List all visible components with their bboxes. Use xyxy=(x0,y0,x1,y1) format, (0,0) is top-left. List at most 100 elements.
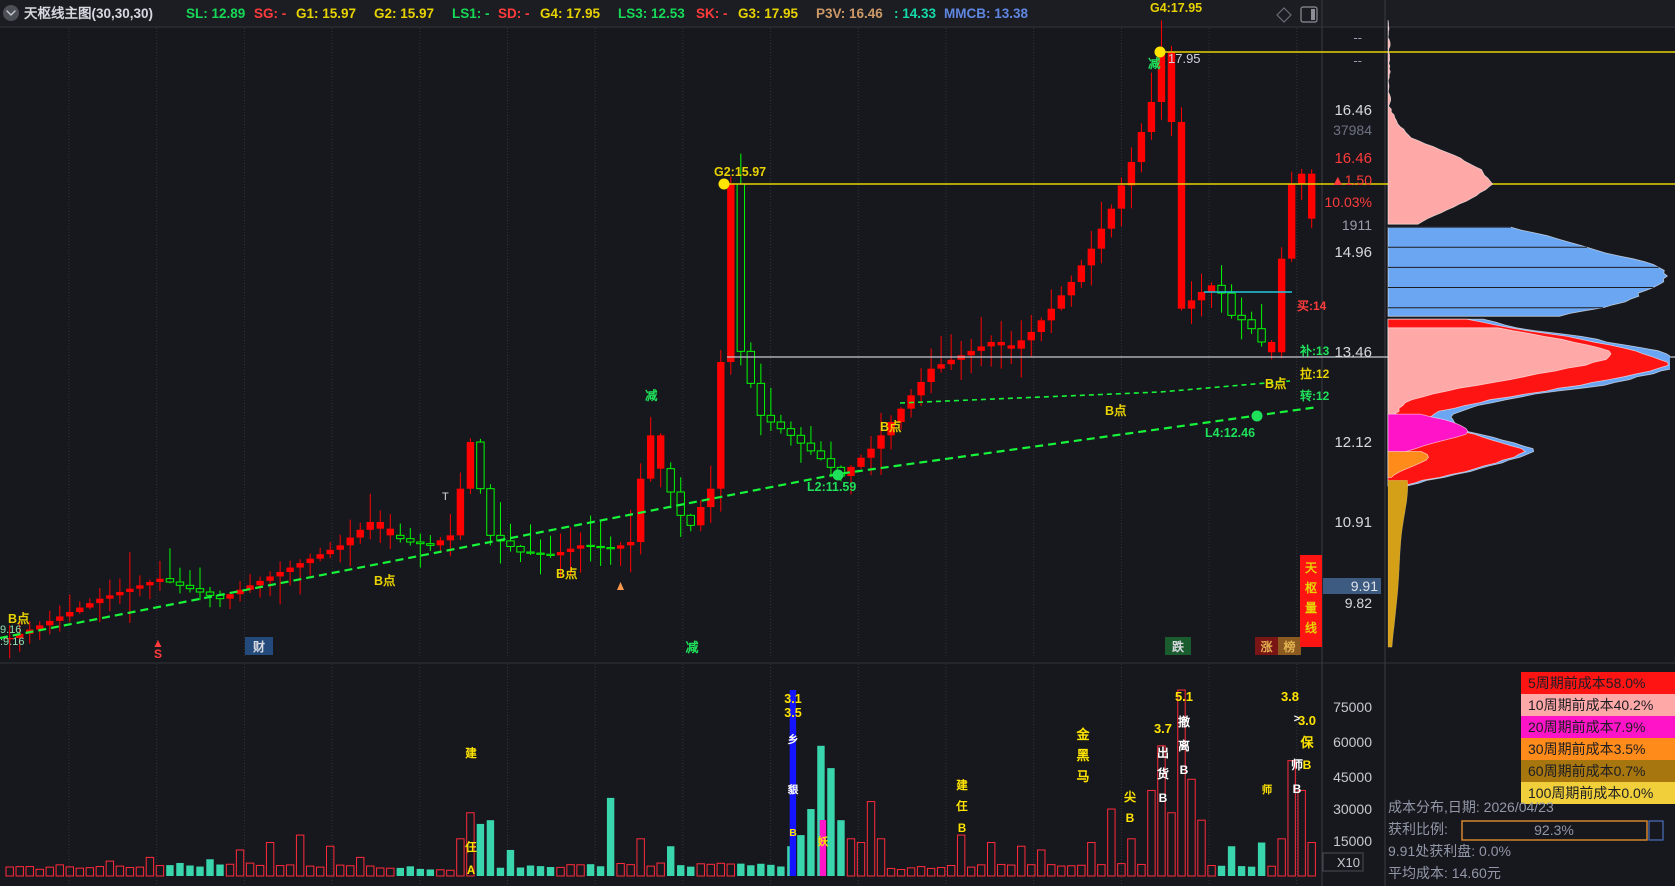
svg-text:45000: 45000 xyxy=(1333,769,1372,785)
svg-text:10.03%: 10.03% xyxy=(1325,194,1372,210)
svg-text:买:14: 买:14 xyxy=(1297,299,1327,313)
svg-text:16.46: 16.46 xyxy=(1334,102,1372,119)
svg-text:马: 马 xyxy=(1076,769,1089,784)
svg-text:SD: -: SD: - xyxy=(498,6,530,21)
svg-text:减: 减 xyxy=(645,388,658,403)
svg-text:保: 保 xyxy=(1299,735,1314,750)
svg-text:金: 金 xyxy=(1075,727,1090,742)
svg-text:16.46: 16.46 xyxy=(1334,150,1372,167)
svg-text:LS1: -: LS1: - xyxy=(452,6,490,21)
svg-text:财: 财 xyxy=(252,639,265,654)
svg-text:建: 建 xyxy=(465,746,477,760)
svg-text:S: S xyxy=(154,647,162,661)
svg-text:跌: 跌 xyxy=(1172,639,1185,654)
svg-text:B: B xyxy=(1303,758,1312,772)
svg-text:涨: 涨 xyxy=(1260,639,1272,654)
svg-text:天: 天 xyxy=(1305,561,1318,575)
svg-text:乡: 乡 xyxy=(788,733,799,746)
svg-text:减: 减 xyxy=(685,640,698,655)
svg-text:10周期前成本40.2%: 10周期前成本40.2% xyxy=(1528,697,1653,713)
svg-text:9.91处获利盘: 0.0%: 9.91处获利盘: 0.0% xyxy=(1388,843,1511,859)
svg-text:20周期前成本7.9%: 20周期前成本7.9% xyxy=(1528,719,1645,735)
svg-text:A: A xyxy=(467,865,475,877)
svg-text:9.91: 9.91 xyxy=(1351,578,1378,594)
svg-text:1911: 1911 xyxy=(1342,217,1372,233)
svg-text:B点: B点 xyxy=(1105,403,1127,418)
svg-text:B: B xyxy=(1293,782,1302,796)
svg-text:12.12: 12.12 xyxy=(1334,434,1372,451)
svg-text:B点: B点 xyxy=(880,419,902,434)
svg-text:G4: 17.95: G4: 17.95 xyxy=(540,6,601,21)
svg-text:30000: 30000 xyxy=(1333,801,1372,817)
svg-text:3.1: 3.1 xyxy=(784,692,801,706)
svg-text:5周期前成本58.0%: 5周期前成本58.0% xyxy=(1528,675,1645,691)
svg-text:60000: 60000 xyxy=(1333,734,1372,750)
svg-text:线: 线 xyxy=(1305,620,1317,635)
svg-text:SL: 12.89: SL: 12.89 xyxy=(186,6,245,21)
svg-text:17.95: 17.95 xyxy=(1168,51,1201,66)
svg-text:37984: 37984 xyxy=(1333,122,1372,138)
svg-text:5.1: 5.1 xyxy=(1175,689,1193,704)
svg-text:师: 师 xyxy=(1262,783,1273,796)
svg-text:B点: B点 xyxy=(556,566,578,581)
svg-text:B点: B点 xyxy=(374,573,396,588)
svg-text:减: 减 xyxy=(1148,56,1161,71)
svg-text:榜: 榜 xyxy=(1283,639,1295,654)
svg-text:师: 师 xyxy=(1291,757,1303,772)
svg-text:G4:17.95: G4:17.95 xyxy=(1150,1,1202,15)
svg-text:92.3%: 92.3% xyxy=(1534,822,1574,838)
svg-text:建: 建 xyxy=(956,778,968,792)
svg-text:B: B xyxy=(789,827,797,839)
svg-text:T: T xyxy=(442,491,449,503)
svg-text:成本分布,日期: 2026/04/23: 成本分布,日期: 2026/04/23 xyxy=(1388,799,1554,815)
svg-text:黑: 黑 xyxy=(1076,748,1089,763)
svg-text:转:12: 转:12 xyxy=(1300,388,1330,403)
svg-text:B: B xyxy=(1180,763,1189,777)
svg-text:3.8: 3.8 xyxy=(1281,689,1299,704)
svg-text:3.0: 3.0 xyxy=(1298,713,1316,728)
svg-text:平均成本: 14.60元: 平均成本: 14.60元 xyxy=(1388,865,1501,881)
svg-text:13.46: 13.46 xyxy=(1334,344,1372,361)
svg-text:获利比例:: 获利比例: xyxy=(1388,821,1448,837)
svg-text:B: B xyxy=(1126,811,1135,825)
svg-text:3.7: 3.7 xyxy=(1154,721,1172,736)
svg-text:出: 出 xyxy=(1157,745,1169,760)
svg-text:SK: -: SK: - xyxy=(696,6,728,21)
svg-text:G1: 15.97: G1: 15.97 xyxy=(296,6,356,21)
svg-text:75000: 75000 xyxy=(1333,699,1372,715)
svg-text:撤: 撤 xyxy=(1178,714,1190,729)
svg-text:G2:15.97: G2:15.97 xyxy=(714,165,766,179)
svg-text:9.16: 9.16 xyxy=(0,624,21,636)
svg-text:SG: -: SG: - xyxy=(254,6,286,21)
svg-text:: 14.33: : 14.33 xyxy=(894,6,937,21)
svg-text:10.91: 10.91 xyxy=(1334,514,1372,531)
svg-text:仼: 仼 xyxy=(464,840,477,854)
svg-text:▲1.50: ▲1.50 xyxy=(1331,172,1372,188)
svg-text:14.96: 14.96 xyxy=(1334,244,1372,261)
svg-text:离: 离 xyxy=(1178,738,1190,753)
svg-text:LS3: 12.53: LS3: 12.53 xyxy=(618,6,685,21)
svg-text:拉:12: 拉:12 xyxy=(1300,366,1330,381)
svg-text:--: -- xyxy=(1353,53,1362,68)
svg-text:货: 货 xyxy=(1157,766,1169,781)
svg-text:G2: 15.97: G2: 15.97 xyxy=(374,6,434,21)
svg-text:B点: B点 xyxy=(1265,376,1287,391)
svg-text:60周期前成本0.7%: 60周期前成本0.7% xyxy=(1528,763,1645,779)
svg-text:枢: 枢 xyxy=(1305,580,1317,595)
svg-text:B: B xyxy=(1159,791,1168,805)
svg-text:G3: 17.95: G3: 17.95 xyxy=(738,6,799,21)
svg-text:仼: 仼 xyxy=(955,799,968,813)
svg-text:天枢线主图(30,30,30): 天枢线主图(30,30,30) xyxy=(24,5,153,21)
svg-text:--: -- xyxy=(1353,30,1362,45)
svg-text:9.82: 9.82 xyxy=(1345,595,1372,611)
svg-text:尖: 尖 xyxy=(1124,789,1136,804)
svg-text::9.16: :9.16 xyxy=(0,636,24,648)
svg-text:15000: 15000 xyxy=(1333,833,1372,849)
svg-text:补:13: 补:13 xyxy=(1299,343,1330,358)
svg-text:MMCB: 13.38: MMCB: 13.38 xyxy=(944,6,1029,21)
svg-text:30周期前成本3.5%: 30周期前成本3.5% xyxy=(1528,741,1645,757)
svg-text:B: B xyxy=(958,823,966,835)
svg-text:X10: X10 xyxy=(1337,855,1360,870)
svg-text:L4:12.46: L4:12.46 xyxy=(1205,426,1255,440)
svg-text:貇: 貇 xyxy=(787,783,799,796)
